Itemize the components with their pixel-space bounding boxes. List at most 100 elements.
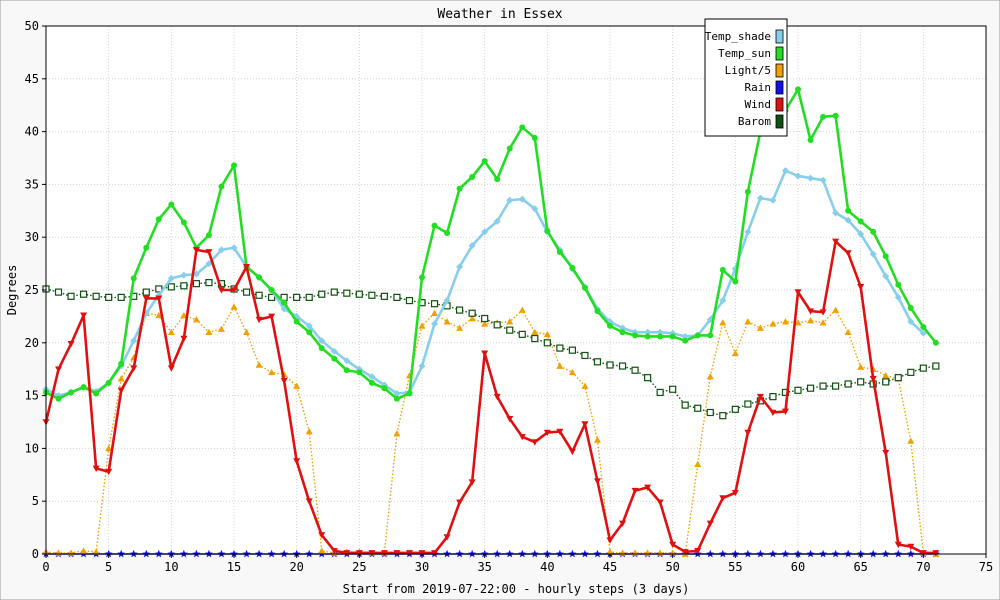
temp-sun-point (268, 287, 275, 293)
legend-label-barom: Barom (738, 115, 771, 128)
temp-sun-point (531, 134, 538, 141)
light-5-point (518, 306, 526, 313)
y-tick-label: 50 (25, 19, 39, 33)
wind-point (819, 309, 827, 316)
wind-point (568, 448, 576, 456)
barom-point (518, 330, 526, 338)
x-tick-label: 35 (477, 560, 491, 574)
light-5-point (205, 328, 213, 336)
light-5-point (568, 368, 576, 376)
temp-sun-point (105, 379, 112, 386)
light-5-point (756, 324, 764, 331)
barom-point (117, 293, 125, 301)
x-tick-label: 5 (105, 560, 112, 574)
light-5-point (80, 547, 88, 554)
tick-labels: 0 5 10 15 20 25 30 35 40 45 50 55 60 65 70 75 0 5 10 15 20 25… (25, 19, 994, 574)
wind-point (468, 479, 476, 486)
barom-point (368, 291, 376, 299)
wind-point (355, 550, 363, 557)
y-tick-label: 0 (32, 547, 39, 561)
barom-point (806, 384, 815, 392)
temp-sun-point (469, 174, 476, 181)
series-line-wind (44, 240, 936, 555)
wind-point (55, 366, 63, 373)
y-tick-label: 35 (25, 177, 39, 191)
wind-point (794, 289, 802, 296)
y-axis-label: Degrees (5, 265, 19, 316)
legend-swatch-temp-shade (775, 29, 784, 44)
wind-point (706, 520, 714, 527)
temp-shade-point (882, 272, 890, 280)
temp-sun-point (907, 304, 914, 311)
light-5-point (105, 444, 113, 452)
y-tick-label: 15 (25, 389, 39, 403)
light-5-point (706, 373, 714, 380)
wind-point (155, 295, 163, 302)
barom-point (556, 344, 564, 352)
temp-shade-point (506, 196, 514, 204)
temp-shade-point (869, 250, 877, 258)
temp-sun-point (820, 113, 827, 120)
wind-point (807, 308, 815, 315)
temp-shade-point (393, 389, 401, 397)
wind-point (493, 393, 501, 401)
barom-point (456, 306, 464, 314)
temp-sun-point (632, 332, 639, 339)
temp-sun-point (381, 385, 388, 392)
barom-point (380, 292, 388, 300)
wind-point (217, 287, 225, 294)
barom-point (831, 382, 840, 390)
barom-point (719, 412, 727, 420)
light-5-point (769, 320, 777, 327)
light-5-point (744, 318, 752, 325)
wind-point (894, 541, 902, 548)
x-tick-label: 40 (540, 560, 554, 574)
x-tick-label: 75 (979, 560, 993, 574)
wind-point (205, 249, 213, 256)
wind-point (405, 550, 413, 557)
wind-point (180, 335, 188, 343)
temp-sun-point (694, 332, 701, 339)
wind-point (694, 548, 702, 555)
barom-point (430, 300, 439, 308)
temp-shade-point (844, 216, 852, 224)
light-5-point (92, 548, 100, 555)
light-5-point (543, 330, 551, 338)
barom-point (744, 400, 752, 408)
barom-point (694, 404, 702, 412)
wind-point (280, 378, 288, 385)
legend-label-temp-sun: Temp_sun (718, 47, 771, 60)
light-5-point (581, 382, 589, 389)
barom-point (531, 334, 539, 343)
light-5-point (468, 315, 476, 322)
barom-point (882, 378, 890, 386)
temp-sun-point (481, 158, 488, 165)
wind-point (781, 408, 789, 415)
wind-point (330, 548, 338, 555)
wind-point (756, 393, 764, 401)
barom-point (92, 292, 100, 300)
light-5-point (255, 361, 263, 368)
wind-point (481, 350, 489, 357)
legend-label-wind: Wind (745, 98, 772, 111)
temp-sun-point (744, 188, 751, 195)
barom-point (192, 280, 200, 288)
barom-point (932, 362, 940, 370)
temp-sun-point (419, 274, 425, 281)
temp-sun-point (556, 248, 563, 255)
temp-shade-point (130, 337, 138, 345)
temp-sun-point (93, 390, 100, 397)
x-tick-label: 65 (853, 560, 867, 574)
wind-point (67, 341, 75, 348)
light-5-point (844, 328, 852, 336)
temp-sun-point (80, 384, 87, 391)
barom-point (79, 290, 88, 298)
light-5-point (431, 309, 439, 317)
wind-point (857, 284, 865, 291)
temp-shade-point (781, 167, 789, 175)
wind-point (243, 263, 251, 271)
temp-shade-point (456, 263, 464, 271)
wind-point (167, 365, 175, 372)
light-5-point (731, 349, 739, 357)
temp-shade-point (518, 195, 526, 203)
